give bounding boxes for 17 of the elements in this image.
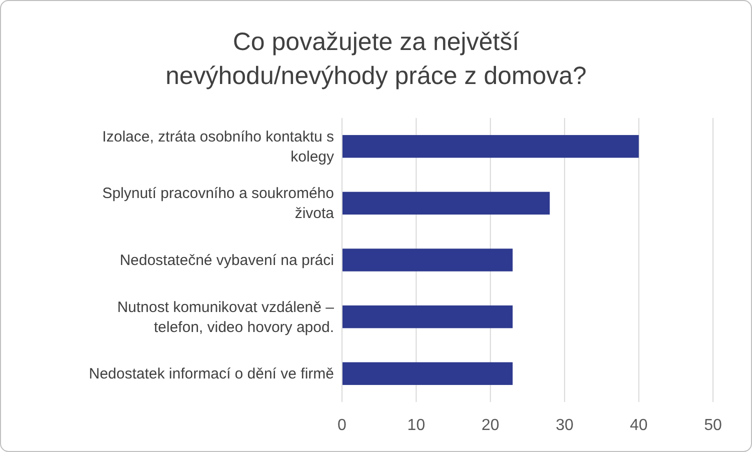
bar	[342, 362, 513, 385]
y-tick-label: Izolace, ztráta osobního kontaktu s kolegy	[102, 128, 334, 166]
bar	[342, 248, 513, 272]
bar	[342, 305, 513, 328]
x-tick-label: 50	[704, 417, 722, 434]
y-tick-label: Nedostatek informací o dění ve firmě	[88, 366, 334, 383]
chart-title: Co považujete za největší nevýhodu/nevýhody práce z domova?	[165, 28, 587, 90]
x-tick-label: 30	[556, 417, 574, 434]
y-tick-label: Nutnost komunikovat vzdáleně – telefon, video hovory apod.	[117, 298, 335, 336]
bar	[342, 135, 639, 158]
bar	[342, 192, 550, 215]
x-tick-label: 40	[630, 417, 648, 434]
y-tick-label: Splynutí pracovního a soukromého života	[102, 185, 335, 222]
y-tick-label: Nedostatečné vybavení na práci	[120, 252, 334, 269]
x-tick-label: 10	[407, 417, 426, 434]
x-tick-label: 20	[482, 417, 500, 434]
x-tick-label: 0	[338, 417, 347, 434]
